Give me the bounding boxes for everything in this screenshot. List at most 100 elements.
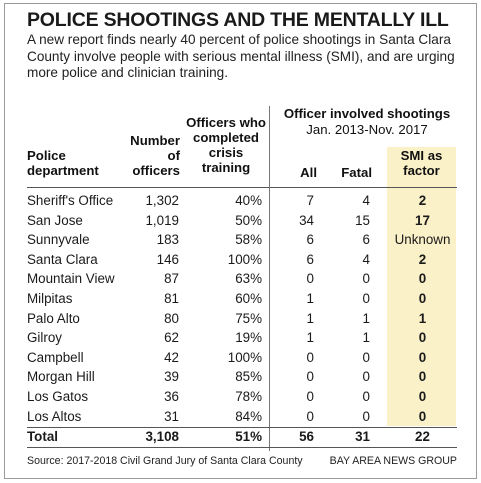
cell-dept: Santa Clara [27,251,98,267]
cell-dept: Mountain View [27,271,115,287]
chart-subtitle: A new report finds nearly 40 percent of … [27,32,455,80]
cell-all: 0 [306,389,314,404]
cell-fatal: 0 [362,271,370,287]
cell-training: 58% [235,232,262,248]
cell-officers: 81 [164,291,179,306]
header-dept: Police department [27,148,99,178]
cell-smi: 1 [418,310,427,326]
cell-officers: 36 [164,389,179,404]
total-rule [27,427,457,428]
total-smi: 22 [415,429,430,444]
table-row: Gilroy 62 19% 1 1 0 [27,329,457,347]
table-row: Milpitas 81 60% 1 0 0 [27,290,457,308]
cell-all: 1 [306,310,314,326]
cell-training: 19% [235,330,262,346]
cell-officers: 1,302 [145,193,179,208]
total-row: Total 3,108 51% 56 31 22 [27,428,457,446]
table-row: Palo Alto 80 75% 1 1 1 [27,310,457,328]
cell-dept: Campbell [27,349,84,365]
cell-all: 6 [306,232,314,248]
cell-fatal: 0 [362,369,370,385]
cell-training: 78% [235,389,262,404]
cell-fatal: 4 [362,193,370,208]
cell-dept: Morgan Hill [27,369,95,385]
header-smi: SMI as factor [400,148,443,178]
brand-credit: BAY AREA NEWS GROUP [329,455,457,467]
cell-all: 1 [306,330,314,346]
header-group: Officer involved shootings [283,106,451,121]
table-row: San Jose 1,019 50% 34 15 17 [27,212,457,230]
cell-training: 100% [227,349,262,365]
cell-smi: 0 [418,349,427,365]
table-row: Santa Clara 146 100% 6 4 2 [27,251,457,269]
cell-all: 1 [306,291,314,306]
cell-smi: 17 [415,212,430,228]
total-all: 56 [299,429,314,444]
cell-training: 75% [235,310,262,326]
cell-fatal: 0 [362,349,370,365]
table-row: Morgan Hill 39 85% 0 0 0 [27,368,457,386]
cell-officers: 87 [164,271,179,287]
cell-training: 63% [235,271,262,287]
cell-officers: 80 [164,310,179,326]
cell-all: 0 [306,271,314,287]
table-row: Sheriff's Office 1,302 40% 7 4 2 [27,192,457,210]
cell-dept: Palo Alto [27,310,80,326]
cell-dept: Sheriff's Office [27,193,114,208]
cell-training: 100% [227,251,262,267]
source-note: Source: 2017-2018 Civil Grand Jury of Sa… [27,455,303,467]
cell-fatal: 6 [362,232,370,248]
cell-officers: 39 [164,369,179,385]
cell-fatal: 1 [362,310,370,326]
cell-training: 60% [235,291,262,306]
total-fatal: 31 [355,429,370,444]
cell-training: 85% [235,369,262,385]
cell-smi: 0 [418,408,427,424]
cell-dept: Los Gatos [27,389,89,404]
table-row: Sunnyvale 183 58% 6 6 Unknown [27,231,457,249]
cell-smi: 2 [418,193,427,208]
cell-smi: 0 [418,389,427,404]
table-row: Campbell 42 100% 0 0 0 [27,349,457,367]
header-all: All [300,165,317,180]
cell-fatal: 4 [362,251,370,267]
cell-fatal: 15 [355,212,370,228]
cell-smi: 0 [418,330,427,346]
cell-all: 6 [306,251,314,267]
column-separator [269,106,270,451]
header-training: Officers who completed crisis training [186,115,266,175]
table-row: Mountain View 87 63% 0 0 0 [27,270,457,288]
header-group-range: Jan. 2013-Nov. 2017 [306,122,428,137]
cell-fatal: 0 [362,389,370,404]
table-row: Los Gatos 36 78% 0 0 0 [27,388,457,406]
cell-dept: Sunnyvale [27,232,90,248]
header-fatal: Fatal [341,165,372,180]
cell-fatal: 1 [362,330,370,346]
cell-smi: 2 [418,251,427,267]
cell-fatal: 0 [362,291,370,306]
cell-officers: 62 [164,330,179,346]
cell-fatal: 0 [362,408,370,424]
cell-training: 84% [235,408,262,424]
cell-dept: Los Altos [27,408,82,424]
cell-officers: 42 [164,349,179,365]
cell-smi: 0 [418,291,427,306]
total-label: Total [27,429,58,444]
total-training: 51% [235,429,262,444]
cell-all: 7 [306,193,314,208]
cell-smi: Unknown [394,232,451,248]
cell-smi: 0 [418,271,427,287]
cell-dept: San Jose [27,212,83,228]
cell-all: 0 [306,369,314,385]
cell-training: 40% [235,193,262,208]
footer-rule [27,447,457,448]
cell-dept: Milpitas [27,291,73,306]
header-officers: Number of officers [130,133,180,178]
smi-column-highlight [387,147,456,426]
cell-all: 34 [299,212,314,228]
cell-officers: 31 [164,408,179,424]
table-row: Los Altos 31 84% 0 0 0 [27,408,457,426]
chart-title: POLICE SHOOTINGS AND THE MENTALLY ILL [27,9,449,31]
cell-officers: 146 [156,251,179,267]
header-rule [27,187,457,188]
